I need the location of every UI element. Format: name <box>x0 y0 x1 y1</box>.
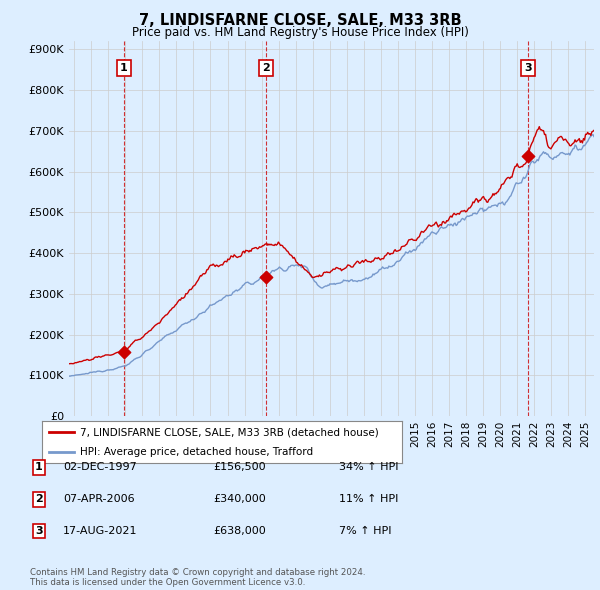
Text: 1: 1 <box>35 463 43 472</box>
Text: 7, LINDISFARNE CLOSE, SALE, M33 3RB: 7, LINDISFARNE CLOSE, SALE, M33 3RB <box>139 13 461 28</box>
Text: 2: 2 <box>262 63 270 73</box>
Text: 1: 1 <box>120 63 128 73</box>
Text: Contains HM Land Registry data © Crown copyright and database right 2024.
This d: Contains HM Land Registry data © Crown c… <box>30 568 365 587</box>
Point <box>262 273 271 282</box>
Text: 02-DEC-1997: 02-DEC-1997 <box>63 463 137 472</box>
Text: 11% ↑ HPI: 11% ↑ HPI <box>339 494 398 504</box>
Text: 3: 3 <box>35 526 43 536</box>
Text: 3: 3 <box>524 63 532 73</box>
Text: 7% ↑ HPI: 7% ↑ HPI <box>339 526 391 536</box>
Text: 17-AUG-2021: 17-AUG-2021 <box>63 526 137 536</box>
Point <box>119 348 128 357</box>
Text: 7, LINDISFARNE CLOSE, SALE, M33 3RB (detached house): 7, LINDISFARNE CLOSE, SALE, M33 3RB (det… <box>80 427 379 437</box>
Text: 07-APR-2006: 07-APR-2006 <box>63 494 134 504</box>
Text: 2: 2 <box>35 494 43 504</box>
Text: £156,500: £156,500 <box>213 463 266 472</box>
Point <box>523 152 533 161</box>
Text: 34% ↑ HPI: 34% ↑ HPI <box>339 463 398 472</box>
Text: £638,000: £638,000 <box>213 526 266 536</box>
Text: HPI: Average price, detached house, Trafford: HPI: Average price, detached house, Traf… <box>80 447 313 457</box>
Text: £340,000: £340,000 <box>213 494 266 504</box>
Text: Price paid vs. HM Land Registry's House Price Index (HPI): Price paid vs. HM Land Registry's House … <box>131 26 469 39</box>
